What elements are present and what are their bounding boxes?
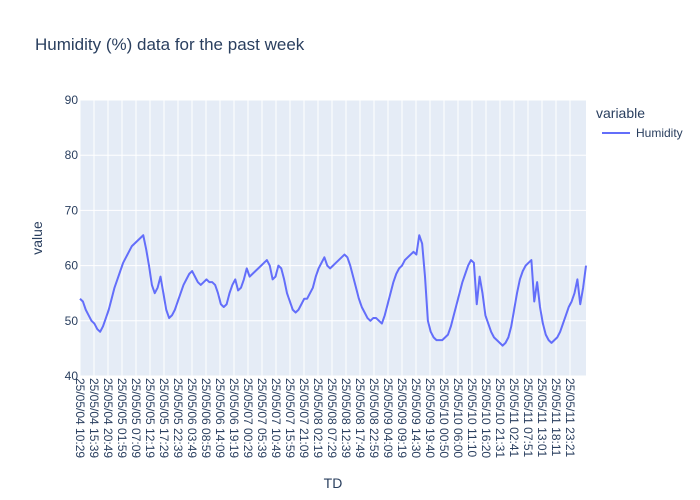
x-tick-label: 25/05/07 00:29 [241, 378, 255, 458]
x-tick-label: 25/05/09 09:19 [395, 378, 409, 458]
series-line-humidity [79, 234, 587, 347]
x-tick-label: 25/05/09 04:09 [381, 378, 395, 458]
x-tick-label: 25/05/07 10:49 [269, 378, 283, 458]
x-tick-label: 25/05/11 13:01 [535, 378, 549, 458]
x-tick-label: 25/05/04 20:49 [101, 378, 115, 458]
x-axis-title: TD [324, 475, 343, 491]
x-tick-label: 25/05/05 12:19 [143, 378, 157, 458]
x-tick-label: 25/05/10 21:31 [493, 378, 507, 458]
x-tick-label: 25/05/10 00:50 [437, 378, 451, 458]
x-tick-label: 25/05/11 02:41 [507, 378, 521, 458]
x-tick-label: 25/05/05 07:09 [129, 378, 143, 458]
y-tick-label: 70 [65, 203, 79, 217]
x-tick-label: 25/05/10 11:10 [465, 378, 479, 458]
x-tick-label: 25/05/06 08:59 [199, 378, 213, 458]
x-tick-label: 25/05/11 07:51 [521, 378, 535, 458]
x-gridlines [79, 100, 571, 376]
x-tick-label: 25/05/05 17:29 [157, 378, 171, 458]
x-tick-label: 25/05/09 14:30 [409, 378, 423, 458]
legend-label-humidity: Humidity [636, 126, 683, 140]
x-tick-label: 25/05/07 15:59 [283, 378, 297, 458]
x-tick-label: 25/05/10 16:20 [479, 378, 493, 458]
x-tick-label: 25/05/08 12:39 [339, 378, 353, 458]
y-axis-ticks: 40 50 60 70 80 90 [65, 93, 79, 383]
x-tick-label: 25/05/09 19:40 [423, 378, 437, 458]
x-tick-label: 25/05/10 06:00 [451, 378, 465, 458]
x-axis-ticks: 25/05/04 10:29 25/05/04 15:39 25/05/04 20:… [73, 378, 577, 458]
y-tick-label: 90 [65, 93, 79, 107]
legend: variable Humidity [596, 105, 683, 140]
x-tick-label: 25/05/06 19:19 [227, 378, 241, 458]
y-tick-label: 60 [65, 259, 79, 273]
x-tick-label: 25/05/06 14:09 [213, 378, 227, 458]
x-tick-label: 25/05/08 22:59 [367, 378, 381, 458]
x-tick-label: 25/05/06 03:49 [185, 378, 199, 458]
x-tick-label: 25/05/04 10:29 [73, 378, 87, 458]
x-tick-label: 25/05/08 07:29 [325, 378, 339, 458]
chart-title: Humidity (%) data for the past week [35, 35, 305, 54]
x-tick-label: 25/05/07 05:39 [255, 378, 269, 458]
y-axis-title: value [29, 221, 45, 255]
x-tick-label: 25/05/11 18:11 [549, 378, 563, 457]
x-tick-label: 25/05/08 17:49 [353, 378, 367, 458]
x-tick-label: 25/05/08 02:19 [311, 378, 325, 458]
x-tick-label: 25/05/05 22:39 [171, 378, 185, 458]
y-tick-label: 40 [65, 369, 79, 383]
x-tick-label: 25/05/05 01:59 [115, 378, 129, 458]
x-tick-label: 25/05/04 15:39 [87, 378, 101, 458]
x-tick-label: 25/05/11 23:21 [563, 378, 577, 458]
legend-title: variable [596, 105, 645, 121]
x-tick-label: 25/05/07 21:09 [297, 378, 311, 458]
y-tick-label: 80 [65, 148, 79, 162]
y-tick-label: 50 [65, 314, 79, 328]
